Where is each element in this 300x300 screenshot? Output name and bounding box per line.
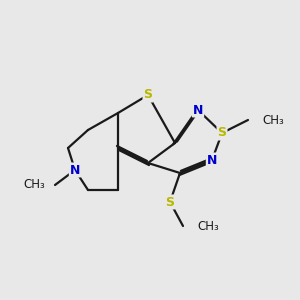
Text: N: N <box>193 103 203 116</box>
Text: N: N <box>207 154 217 166</box>
Text: N: N <box>70 164 80 176</box>
Text: S: S <box>166 196 175 208</box>
Text: CH₃: CH₃ <box>262 113 284 127</box>
Text: CH₃: CH₃ <box>23 178 45 191</box>
Text: CH₃: CH₃ <box>197 220 219 232</box>
Text: S: S <box>218 127 226 140</box>
Text: S: S <box>143 88 152 101</box>
